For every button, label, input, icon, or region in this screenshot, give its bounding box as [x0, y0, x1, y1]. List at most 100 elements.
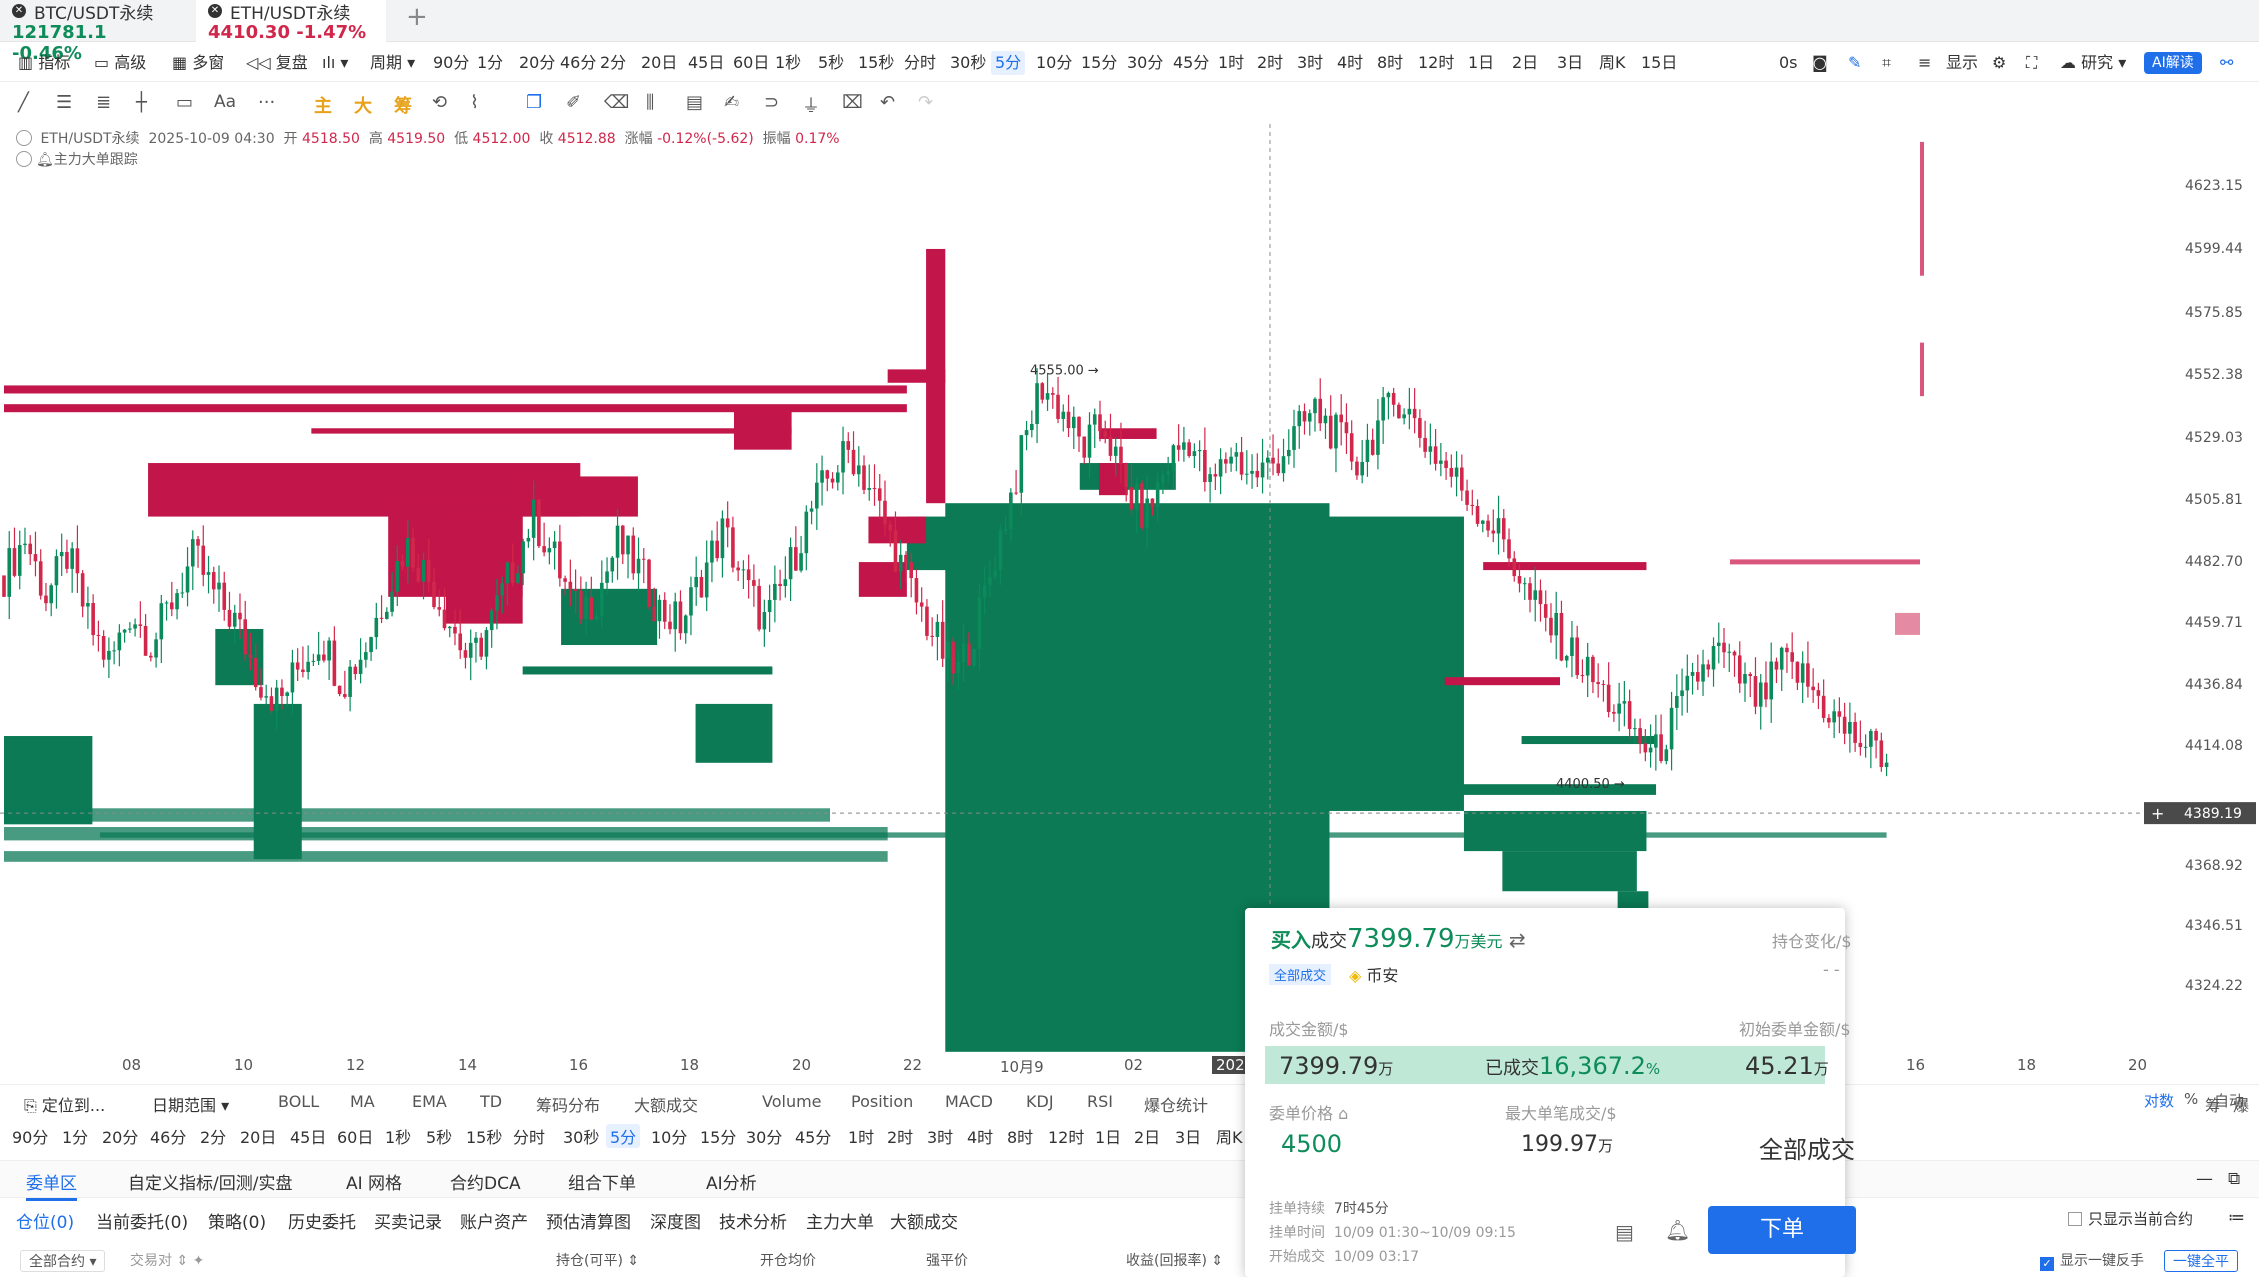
- expand-icon[interactable]: ⧉: [2228, 1169, 2241, 1189]
- sub-tab-8[interactable]: 技术分析: [719, 1213, 787, 1233]
- period-17[interactable]: 45分: [1173, 53, 1210, 72]
- bottom-period-7[interactable]: 60日: [337, 1128, 374, 1147]
- bottom-period-1[interactable]: 1分: [62, 1128, 89, 1147]
- indicator-1[interactable]: MA: [350, 1092, 375, 1111]
- only-current-checkbox[interactable]: 只显示当前合约: [2068, 1208, 2193, 1229]
- period-dropdown[interactable]: 周期 ▾: [370, 53, 416, 72]
- hline-icon[interactable]: ┼: [136, 92, 147, 113]
- crop-icon[interactable]: ⌗: [1882, 53, 1892, 72]
- bottom-period-6[interactable]: 45日: [290, 1128, 327, 1147]
- bottom-period-15[interactable]: 15分: [700, 1128, 737, 1147]
- liq-toggle[interactable]: 爆: [2233, 1096, 2250, 1115]
- bottom-period-12[interactable]: 30秒: [563, 1128, 600, 1147]
- minimize-icon[interactable]: —: [2196, 1169, 2213, 1189]
- bottom-period-17[interactable]: 45分: [795, 1128, 832, 1147]
- indicator-4[interactable]: 筹码分布: [536, 1096, 601, 1115]
- sub-tab-9[interactable]: 主力大单: [806, 1213, 874, 1233]
- erase-line-icon[interactable]: ⌇: [470, 92, 479, 113]
- indicator-3[interactable]: TD: [480, 1092, 503, 1111]
- note-icon[interactable]: ✍: [724, 92, 740, 113]
- period-12[interactable]: 30秒: [950, 53, 987, 72]
- period-7[interactable]: 60日: [733, 53, 770, 72]
- doc-icon[interactable]: ▤: [1615, 1220, 1634, 1244]
- period-2[interactable]: 20分: [519, 53, 556, 72]
- period-19[interactable]: 2时: [1257, 53, 1284, 72]
- panel-tab-3[interactable]: 合约DCA: [450, 1174, 521, 1194]
- sub-tab-2[interactable]: 策略(0): [208, 1213, 267, 1233]
- period-1[interactable]: 1分: [477, 53, 504, 72]
- redo-icon[interactable]: ↷: [918, 92, 934, 113]
- period-21[interactable]: 4时: [1337, 53, 1364, 72]
- line-icon[interactable]: ╱: [18, 92, 29, 113]
- pct-toggle[interactable]: %: [2184, 1090, 2199, 1108]
- period-13[interactable]: 5分: [991, 51, 1026, 75]
- period-11[interactable]: 分时: [904, 53, 937, 72]
- period-27[interactable]: 周K: [1599, 53, 1626, 72]
- candle-type-button[interactable]: ılı ▾: [322, 51, 348, 75]
- clipboard-icon[interactable]: ▤: [686, 92, 704, 113]
- show-reverse-checkbox[interactable]: ✓ 显示一键反手: [2040, 1250, 2144, 1271]
- period-22[interactable]: 8时: [1377, 53, 1404, 72]
- period-6[interactable]: 45日: [688, 53, 725, 72]
- price-chart[interactable]: 4389.19 +4555.00 → 4400.50 →: [0, 124, 2259, 1084]
- close-icon[interactable]: ✕: [12, 4, 26, 18]
- sub-tab-3[interactable]: 历史委托: [288, 1213, 356, 1233]
- indicator-9[interactable]: KDJ: [1026, 1092, 1054, 1111]
- list-icon[interactable]: ≡: [1918, 53, 1932, 72]
- period-24[interactable]: 1日: [1468, 53, 1495, 72]
- bottom-period-20[interactable]: 3时: [927, 1128, 954, 1147]
- list-icon[interactable]: ≔: [2228, 1208, 2245, 1228]
- bottom-period-2[interactable]: 20分: [102, 1128, 139, 1147]
- indicator-7[interactable]: Position: [851, 1092, 914, 1111]
- col-hold[interactable]: 持仓(可平) ⇕: [556, 1253, 640, 1269]
- indicator-0[interactable]: BOLL: [278, 1092, 320, 1111]
- period-8[interactable]: 1秒: [775, 53, 802, 72]
- ai-interpret-button[interactable]: AI解读: [2144, 52, 2202, 74]
- indicator-button[interactable]: ▥ 指标: [18, 53, 71, 72]
- sub-tab-4[interactable]: 买卖记录: [374, 1213, 442, 1233]
- share-icon[interactable]: ⚯: [2220, 53, 2234, 72]
- bottom-period-14[interactable]: 10分: [651, 1128, 688, 1147]
- period-15[interactable]: 15分: [1081, 53, 1118, 72]
- contract-filter[interactable]: 全部合约 ▾: [20, 1250, 106, 1272]
- fullscreen-icon[interactable]: ⛶: [2026, 53, 2038, 72]
- period-28[interactable]: 15日: [1641, 53, 1678, 72]
- add-tab-icon[interactable]: +: [406, 2, 428, 32]
- bottom-period-3[interactable]: 46分: [150, 1128, 187, 1147]
- period-16[interactable]: 30分: [1127, 53, 1164, 72]
- col-pnl[interactable]: 收益(回报率) ⇕: [1126, 1253, 1224, 1269]
- trash-icon[interactable]: ⌧: [842, 92, 863, 113]
- period-25[interactable]: 2日: [1512, 53, 1539, 72]
- more-icon[interactable]: ···: [258, 92, 276, 113]
- bottom-period-13[interactable]: 5分: [606, 1124, 641, 1148]
- panel-tab-5[interactable]: AI分析: [706, 1174, 757, 1194]
- indicator-5[interactable]: 大额成交: [634, 1096, 699, 1115]
- bottom-period-5[interactable]: 20日: [240, 1128, 277, 1147]
- bottom-period-11[interactable]: 分时: [513, 1128, 546, 1147]
- tab-eth[interactable]: ✕ ETH/USDT永续 4410.30 -1.47%: [196, 0, 386, 43]
- panel-tab-0[interactable]: 委单区: [26, 1169, 77, 1201]
- display-button[interactable]: 显示: [1946, 53, 1979, 72]
- bottom-period-24[interactable]: 1日: [1095, 1128, 1122, 1147]
- period-20[interactable]: 3时: [1297, 53, 1324, 72]
- bars-icon[interactable]: ⫼: [646, 92, 655, 113]
- hlines-icon[interactable]: ☰: [56, 92, 73, 113]
- indicator-10[interactable]: RSI: [1087, 1092, 1113, 1111]
- bottom-period-19[interactable]: 2时: [887, 1128, 914, 1147]
- date-range-dropdown[interactable]: 日期范围 ▾: [152, 1096, 230, 1115]
- magnet-icon[interactable]: ⊃: [764, 92, 780, 113]
- bottom-period-25[interactable]: 2日: [1134, 1128, 1161, 1147]
- sub-tab-6[interactable]: 预估清算图: [546, 1213, 631, 1233]
- indicator-8[interactable]: MACD: [945, 1092, 993, 1111]
- refresh-icon[interactable]: ⟲: [432, 92, 448, 113]
- pen-icon[interactable]: ✎: [1848, 53, 1862, 72]
- bottom-period-18[interactable]: 1时: [848, 1128, 875, 1147]
- ruler-icon[interactable]: ✐: [566, 92, 582, 113]
- gear-icon[interactable]: ⚙: [1992, 53, 2007, 72]
- sub-tab-5[interactable]: 账户资产: [460, 1213, 528, 1233]
- research-button[interactable]: ☁ 研究 ▾: [2060, 53, 2127, 72]
- bell-icon[interactable]: 🔔︎: [1665, 1218, 1691, 1242]
- copy-icon[interactable]: ❐: [526, 92, 543, 113]
- indicator-11[interactable]: 爆仓统计: [1144, 1096, 1209, 1115]
- period-9[interactable]: 5秒: [818, 53, 845, 72]
